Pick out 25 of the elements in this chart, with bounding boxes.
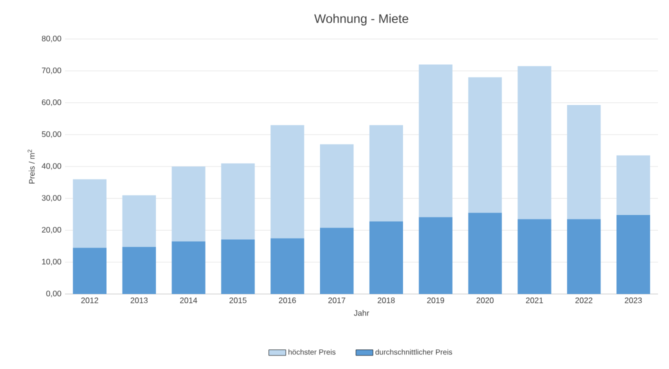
bar	[320, 144, 354, 228]
bar	[72, 179, 107, 248]
bar	[221, 239, 255, 294]
bar	[221, 163, 255, 240]
bar	[518, 66, 552, 220]
bar	[172, 166, 206, 242]
bar	[418, 64, 452, 218]
chart-title: Wohnung - Miete	[314, 14, 408, 26]
bar	[270, 238, 304, 294]
bar	[270, 125, 304, 238]
bar	[172, 241, 206, 294]
bar	[616, 214, 650, 294]
bar	[122, 195, 156, 247]
bar	[418, 217, 452, 294]
bar	[72, 248, 107, 294]
bar	[369, 221, 404, 294]
bar	[468, 212, 502, 294]
bar	[468, 77, 502, 213]
bar	[567, 219, 601, 294]
bar	[616, 155, 650, 215]
bar	[369, 125, 404, 222]
bar	[518, 219, 552, 294]
bar	[122, 246, 156, 294]
bar	[567, 104, 601, 220]
bar	[320, 228, 354, 294]
